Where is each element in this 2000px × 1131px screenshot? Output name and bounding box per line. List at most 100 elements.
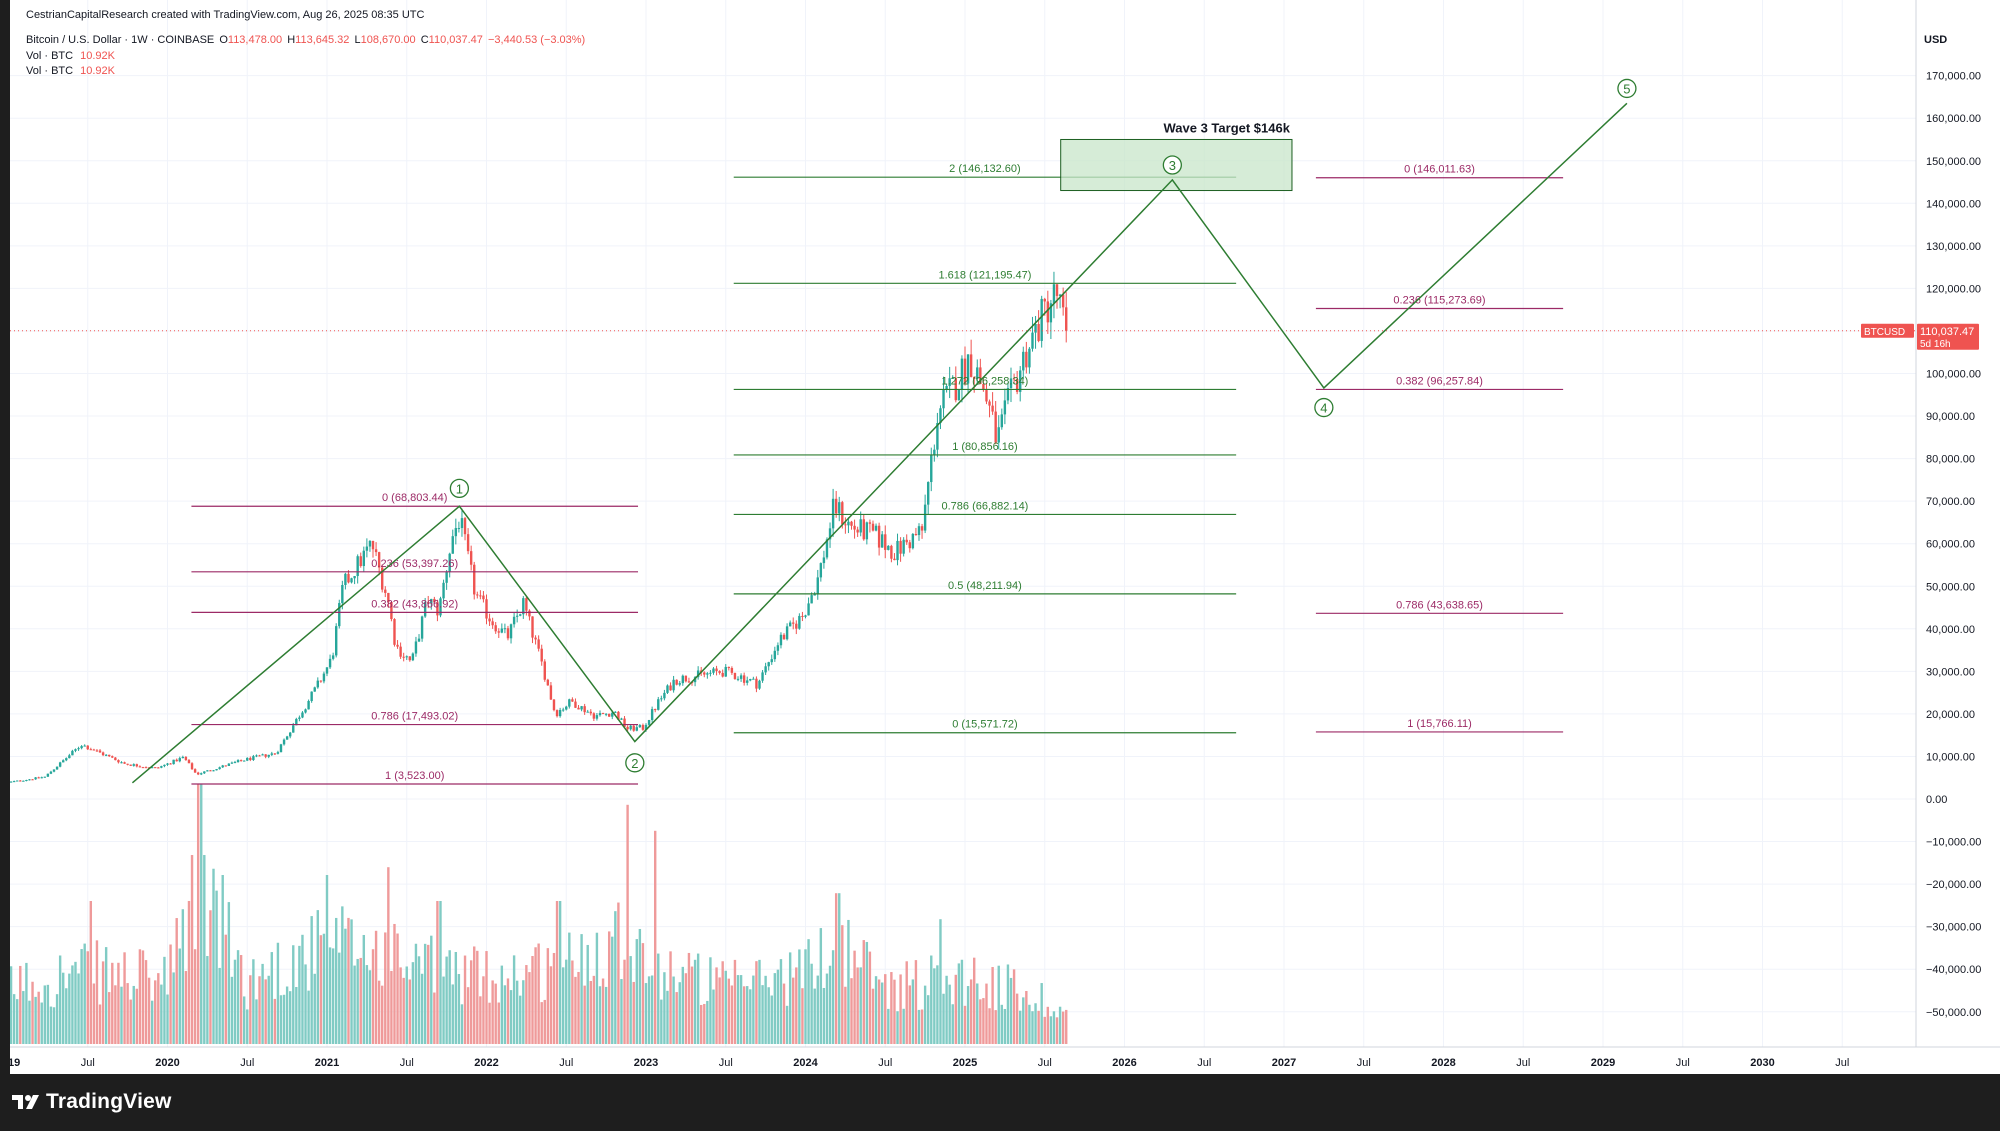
- candle-body: [779, 634, 783, 646]
- volume-bar: [666, 990, 669, 1044]
- volume-bar: [288, 991, 292, 1044]
- volume-legend-1[interactable]: Vol · BTC 10.92K: [26, 50, 115, 62]
- volume-bar: [408, 979, 412, 1044]
- volume-bar: [454, 951, 458, 1044]
- candle-body: [666, 685, 669, 693]
- volume-bar: [374, 930, 378, 1044]
- candle-body: [344, 573, 347, 585]
- volume-bar: [543, 999, 546, 1044]
- volume-bar: [844, 986, 847, 1044]
- candle-body: [258, 755, 261, 757]
- candle-body: [46, 773, 50, 777]
- candle-body: [427, 602, 430, 604]
- volume-bar: [491, 980, 494, 1044]
- volume-bar: [193, 949, 197, 1044]
- candle-body: [638, 725, 642, 728]
- volume-bar: [442, 976, 445, 1044]
- fib-level-label: 1 (3,523.00): [385, 770, 444, 782]
- volume-bar: [954, 974, 957, 1044]
- fib-level-label: 0 (68,803.44): [382, 492, 447, 504]
- volume-bar: [969, 979, 973, 1044]
- candle-body: [215, 769, 218, 771]
- candle-body: [22, 780, 25, 782]
- candle-body: [877, 525, 881, 548]
- candle-body: [482, 595, 485, 600]
- currency-label: USD: [1924, 34, 1947, 46]
- candle-body: [519, 614, 522, 616]
- volume-bar: [347, 917, 350, 1044]
- volume-bar: [859, 967, 862, 1044]
- candle-body: [497, 631, 500, 633]
- time-tick-label: 2027: [1272, 1057, 1296, 1069]
- volume-bar: [620, 979, 623, 1044]
- candle-body: [230, 762, 234, 764]
- candle-body: [108, 754, 111, 757]
- volume-bar: [810, 963, 813, 1044]
- volume-bar: [960, 959, 964, 1044]
- candle-body: [739, 675, 743, 679]
- candle-body: [985, 390, 988, 402]
- volume-bar: [641, 943, 645, 1044]
- volume-bar: [393, 923, 396, 1044]
- candle-body: [1043, 298, 1046, 302]
- volume-bar: [546, 948, 550, 1044]
- candle-body: [715, 668, 718, 672]
- volume-bar: [801, 988, 804, 1044]
- candle-body: [798, 615, 801, 629]
- candle-body: [561, 709, 565, 711]
- volume-bar: [384, 932, 387, 1044]
- candle-body: [911, 533, 915, 549]
- volume-bar: [926, 995, 930, 1044]
- volume-bar: [65, 988, 68, 1044]
- time-tick-label: Jul: [1197, 1057, 1211, 1069]
- volume-bar: [758, 959, 761, 1044]
- symbol-label: Bitcoin / U.S. Dollar · 1W · COINBASE: [26, 34, 215, 46]
- candle-body: [880, 534, 884, 548]
- ohlc-legend[interactable]: Bitcoin / U.S. Dollar · 1W · COINBASE O1…: [26, 34, 585, 46]
- wave-label-5: 5: [1617, 78, 1637, 99]
- volume-bar: [920, 1009, 924, 1044]
- candle-body: [856, 529, 859, 533]
- candle-body: [963, 358, 967, 384]
- volume-bar: [98, 1004, 102, 1044]
- volume-bar: [985, 983, 988, 1044]
- volume-bar: [439, 901, 442, 1044]
- volume-bar: [1061, 1011, 1065, 1044]
- candle-body: [917, 526, 921, 536]
- volume-bar: [755, 961, 758, 1044]
- volume-bar: [773, 973, 777, 1044]
- candle-body: [212, 770, 215, 772]
- volume-bar: [654, 830, 657, 1044]
- candle-body: [154, 767, 157, 769]
- candle-body: [1022, 351, 1025, 371]
- candle-body: [540, 648, 543, 662]
- volume-bar: [1058, 1006, 1062, 1044]
- candle-body: [89, 749, 93, 751]
- price-badge-bg: [1917, 323, 1979, 350]
- candle-body: [654, 709, 657, 711]
- volume-bar: [1012, 969, 1016, 1044]
- volume-legend-2[interactable]: Vol · BTC 10.92K: [26, 65, 115, 77]
- volume-bar: [1000, 1004, 1004, 1044]
- candle-body: [279, 744, 283, 753]
- volume-bar: [568, 932, 571, 1044]
- btc-weekly-chart[interactable]: 170,000.00160,000.00150,000.00140,000.00…: [10, 0, 2000, 1074]
- time-tick-label: Jul: [400, 1057, 414, 1069]
- candle-body: [58, 762, 62, 767]
- candle-body: [224, 765, 227, 767]
- volume-bar: [95, 940, 99, 1044]
- candle-body: [353, 576, 356, 579]
- candle-body: [469, 551, 473, 565]
- candle-body: [233, 762, 237, 764]
- candle-body: [270, 753, 273, 755]
- candle-body: [831, 498, 835, 529]
- volume-bar: [126, 983, 129, 1044]
- volume-bar: [1022, 997, 1025, 1044]
- volume-bar: [1003, 1008, 1007, 1044]
- candle-body: [135, 764, 139, 767]
- candle-body: [77, 748, 80, 750]
- tradingview-logo[interactable]: TradingView: [12, 1090, 172, 1114]
- volume-bar: [890, 972, 893, 1044]
- volume-bar: [359, 957, 362, 1044]
- volume-bar: [966, 986, 970, 1044]
